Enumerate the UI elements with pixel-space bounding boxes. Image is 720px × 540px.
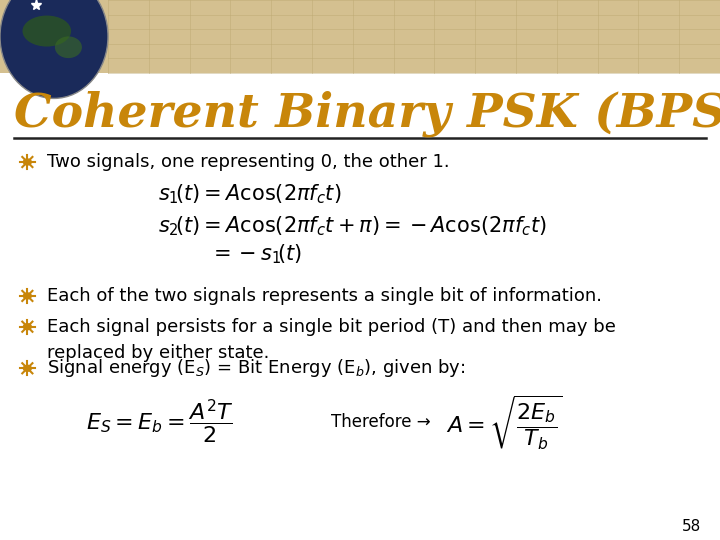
Circle shape bbox=[23, 323, 32, 329]
Text: $s_2\!\left(t\right)= A\cos\!\left(2\pi f_c t+\pi\right)=-A\cos\!\left(2\pi f_c : $s_2\!\left(t\right)= A\cos\!\left(2\pi … bbox=[158, 214, 547, 238]
Text: Each of the two signals represents a single bit of information.: Each of the two signals represents a sin… bbox=[47, 287, 602, 305]
Text: $s_1\!\left(t\right)= A\cos\!\left(2\pi f_c t\right)$: $s_1\!\left(t\right)= A\cos\!\left(2\pi … bbox=[158, 183, 342, 206]
Bar bbox=[0, 0, 720, 73]
Text: Each signal persists for a single bit period (T) and then may be: Each signal persists for a single bit pe… bbox=[47, 318, 616, 336]
Circle shape bbox=[23, 365, 32, 372]
Circle shape bbox=[23, 293, 32, 299]
Ellipse shape bbox=[0, 0, 108, 98]
Text: Signal energy (E$_S$) = Bit Energy (E$_b$), given by:: Signal energy (E$_S$) = Bit Energy (E$_b… bbox=[47, 357, 465, 379]
Text: Therefore →: Therefore → bbox=[331, 413, 431, 431]
Text: $E_S = E_b = \dfrac{A^2 T}{2}$: $E_S = E_b = \dfrac{A^2 T}{2}$ bbox=[86, 398, 235, 447]
Text: Coherent Binary PSK (BPSK): Coherent Binary PSK (BPSK) bbox=[14, 90, 720, 137]
Ellipse shape bbox=[22, 16, 71, 46]
Text: $=-s_1\!\left(t\right)$: $=-s_1\!\left(t\right)$ bbox=[209, 242, 302, 266]
Circle shape bbox=[23, 159, 32, 165]
Text: replaced by either state.: replaced by either state. bbox=[47, 343, 269, 362]
Text: $A = \sqrt{\dfrac{2E_b}{T_b}}$: $A = \sqrt{\dfrac{2E_b}{T_b}}$ bbox=[446, 393, 563, 451]
Ellipse shape bbox=[55, 36, 82, 58]
Text: 58: 58 bbox=[682, 519, 701, 534]
Text: Two signals, one representing 0, the other 1.: Two signals, one representing 0, the oth… bbox=[47, 153, 449, 171]
